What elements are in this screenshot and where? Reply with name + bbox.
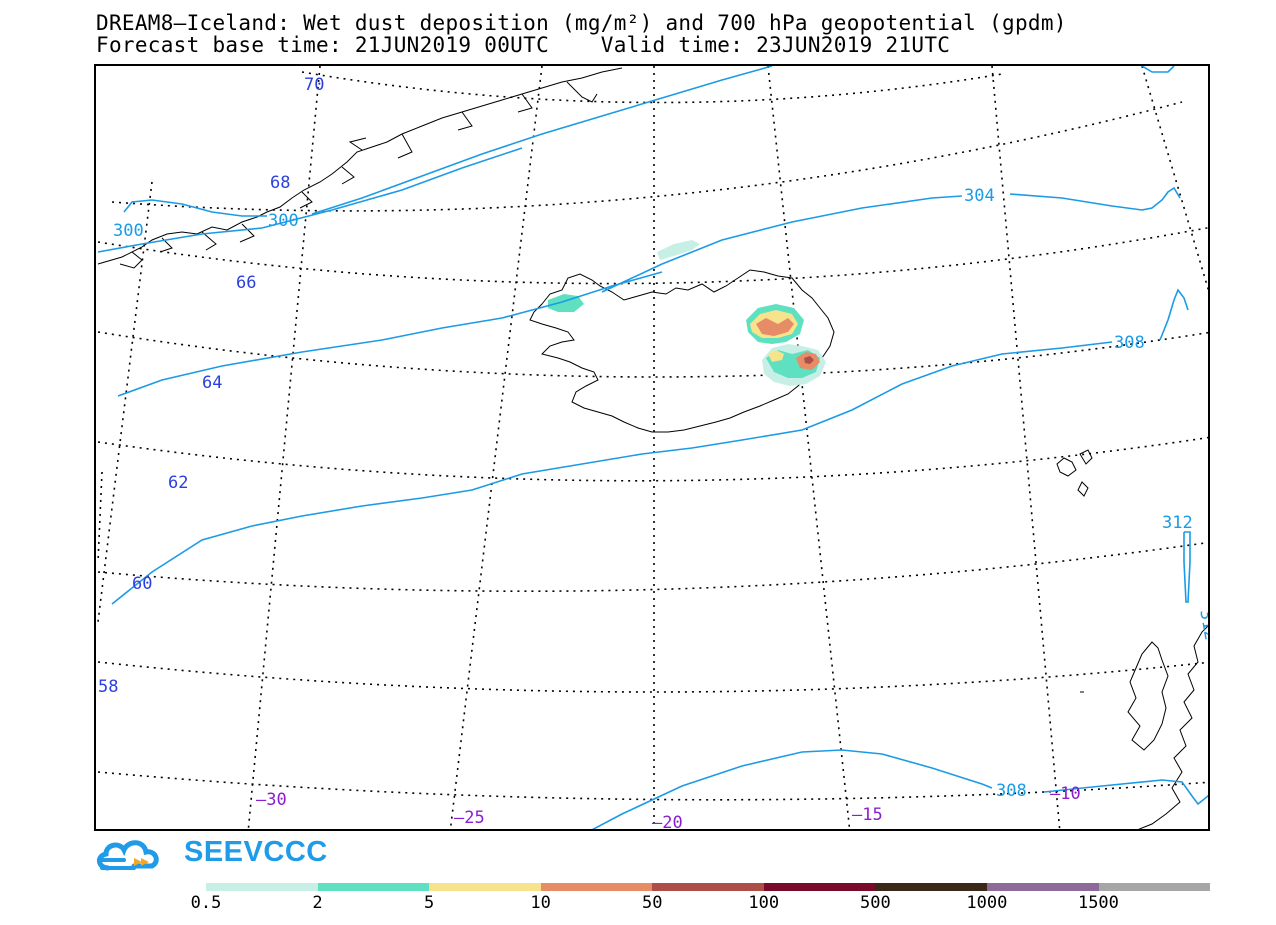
legend-swatch (206, 883, 318, 891)
iceland-coast (529, 269, 835, 433)
meridian-10w (991, 66, 1061, 829)
coastlines (97, 67, 1208, 829)
contour-label-304: 304 (964, 186, 995, 206)
contour-label-300-west: 300 (113, 221, 144, 241)
dust-deposition-areas (548, 240, 826, 386)
geopotential-contours (97, 66, 1208, 829)
greenland-coast (97, 67, 623, 269)
contour-308-east (1159, 288, 1189, 341)
contour-304 (97, 147, 1181, 293)
lat-label-68: 68 (270, 173, 290, 193)
meridian-25w (449, 66, 543, 829)
parallel-62 (97, 436, 1208, 482)
meridian-edge-e (1141, 66, 1208, 292)
legend-labels: 0.5 2 5 10 50 100 500 1000 1500 (0, 893, 1276, 915)
legend-label: 100 (748, 893, 780, 913)
contour-312 (1183, 531, 1191, 603)
graticule (97, 66, 1208, 829)
cloud-logo-icon (97, 840, 159, 871)
legend-label: 500 (859, 893, 891, 913)
contour-300 (311, 66, 773, 215)
contour-top-right (1141, 66, 1175, 73)
meridian-30w (247, 66, 321, 829)
legend-swatch (763, 883, 876, 891)
dust-area-se-yellow (768, 350, 784, 362)
lat-label-58: 58 (98, 677, 118, 697)
dust-area-north (657, 240, 700, 260)
dust-area-se-peak (804, 356, 814, 364)
lon-label-30w: –30 (256, 790, 287, 810)
meridian-35w (97, 471, 103, 563)
parallel-66 (97, 226, 1208, 285)
color-legend (206, 883, 1211, 891)
legend-label: 0.5 (190, 893, 222, 913)
lat-label-70: 70 (304, 75, 324, 95)
parallel-64 (97, 331, 1208, 378)
contour-300-west (123, 199, 267, 217)
faroe-islands (1056, 449, 1093, 497)
legend-swatch (317, 883, 430, 891)
legend-label: 2 (312, 893, 323, 913)
legend-label: 10 (530, 893, 551, 913)
contour-label-308: 308 (1114, 333, 1145, 353)
legend-label: 1000 (966, 893, 1008, 913)
legend-swatch (652, 883, 764, 891)
lat-label-60: 60 (132, 574, 152, 594)
map-subtitle: Forecast base time: 21JUN2019 00UTC Vali… (96, 33, 951, 57)
lat-label-64: 64 (202, 373, 222, 393)
legend-swatch (540, 883, 653, 891)
meridian-edge-w (97, 181, 153, 623)
legend-label: 1500 (1077, 893, 1119, 913)
map-title: DREAM8—Iceland: Wet dust deposition (mg/… (96, 11, 1067, 35)
lon-label-10w: –10 (1050, 784, 1081, 804)
contour-308 (111, 271, 1113, 605)
lon-label-25w: –25 (454, 808, 485, 828)
norway-coast (1127, 625, 1208, 829)
lon-label-15w: –15 (852, 805, 883, 825)
map-canvas: 70 68 66 64 62 60 58 –30 –25 –20 –15 –10… (97, 66, 1210, 831)
legend-label: 50 (641, 893, 663, 913)
contour-label-300: 300 (268, 211, 299, 231)
lat-label-66: 66 (236, 273, 256, 293)
logo-text: SEEVCCC (184, 836, 328, 868)
forecast-map: 70 68 66 64 62 60 58 –30 –25 –20 –15 –10… (94, 64, 1210, 831)
legend-label: 5 (423, 893, 435, 913)
parallel-70 (301, 71, 1003, 104)
contour-label-312: 312 (1162, 513, 1193, 533)
contour-label-308-south: 308 (996, 781, 1027, 801)
lon-label-20w: –20 (652, 813, 683, 831)
meridian-15w (767, 66, 851, 829)
legend-swatch (1098, 883, 1211, 891)
dust-area-east-core (756, 318, 794, 336)
legend-swatch (875, 883, 987, 891)
contour-label-312-rotated: 312 (1195, 608, 1210, 642)
legend-swatch (429, 883, 541, 891)
lat-label-62: 62 (168, 473, 188, 493)
contour-308-south (591, 749, 1208, 829)
parallel-68 (111, 101, 1183, 212)
legend-swatch (986, 883, 1099, 891)
map-labels: 70 68 66 64 62 60 58 –30 –25 –20 –15 –10… (98, 75, 1210, 831)
